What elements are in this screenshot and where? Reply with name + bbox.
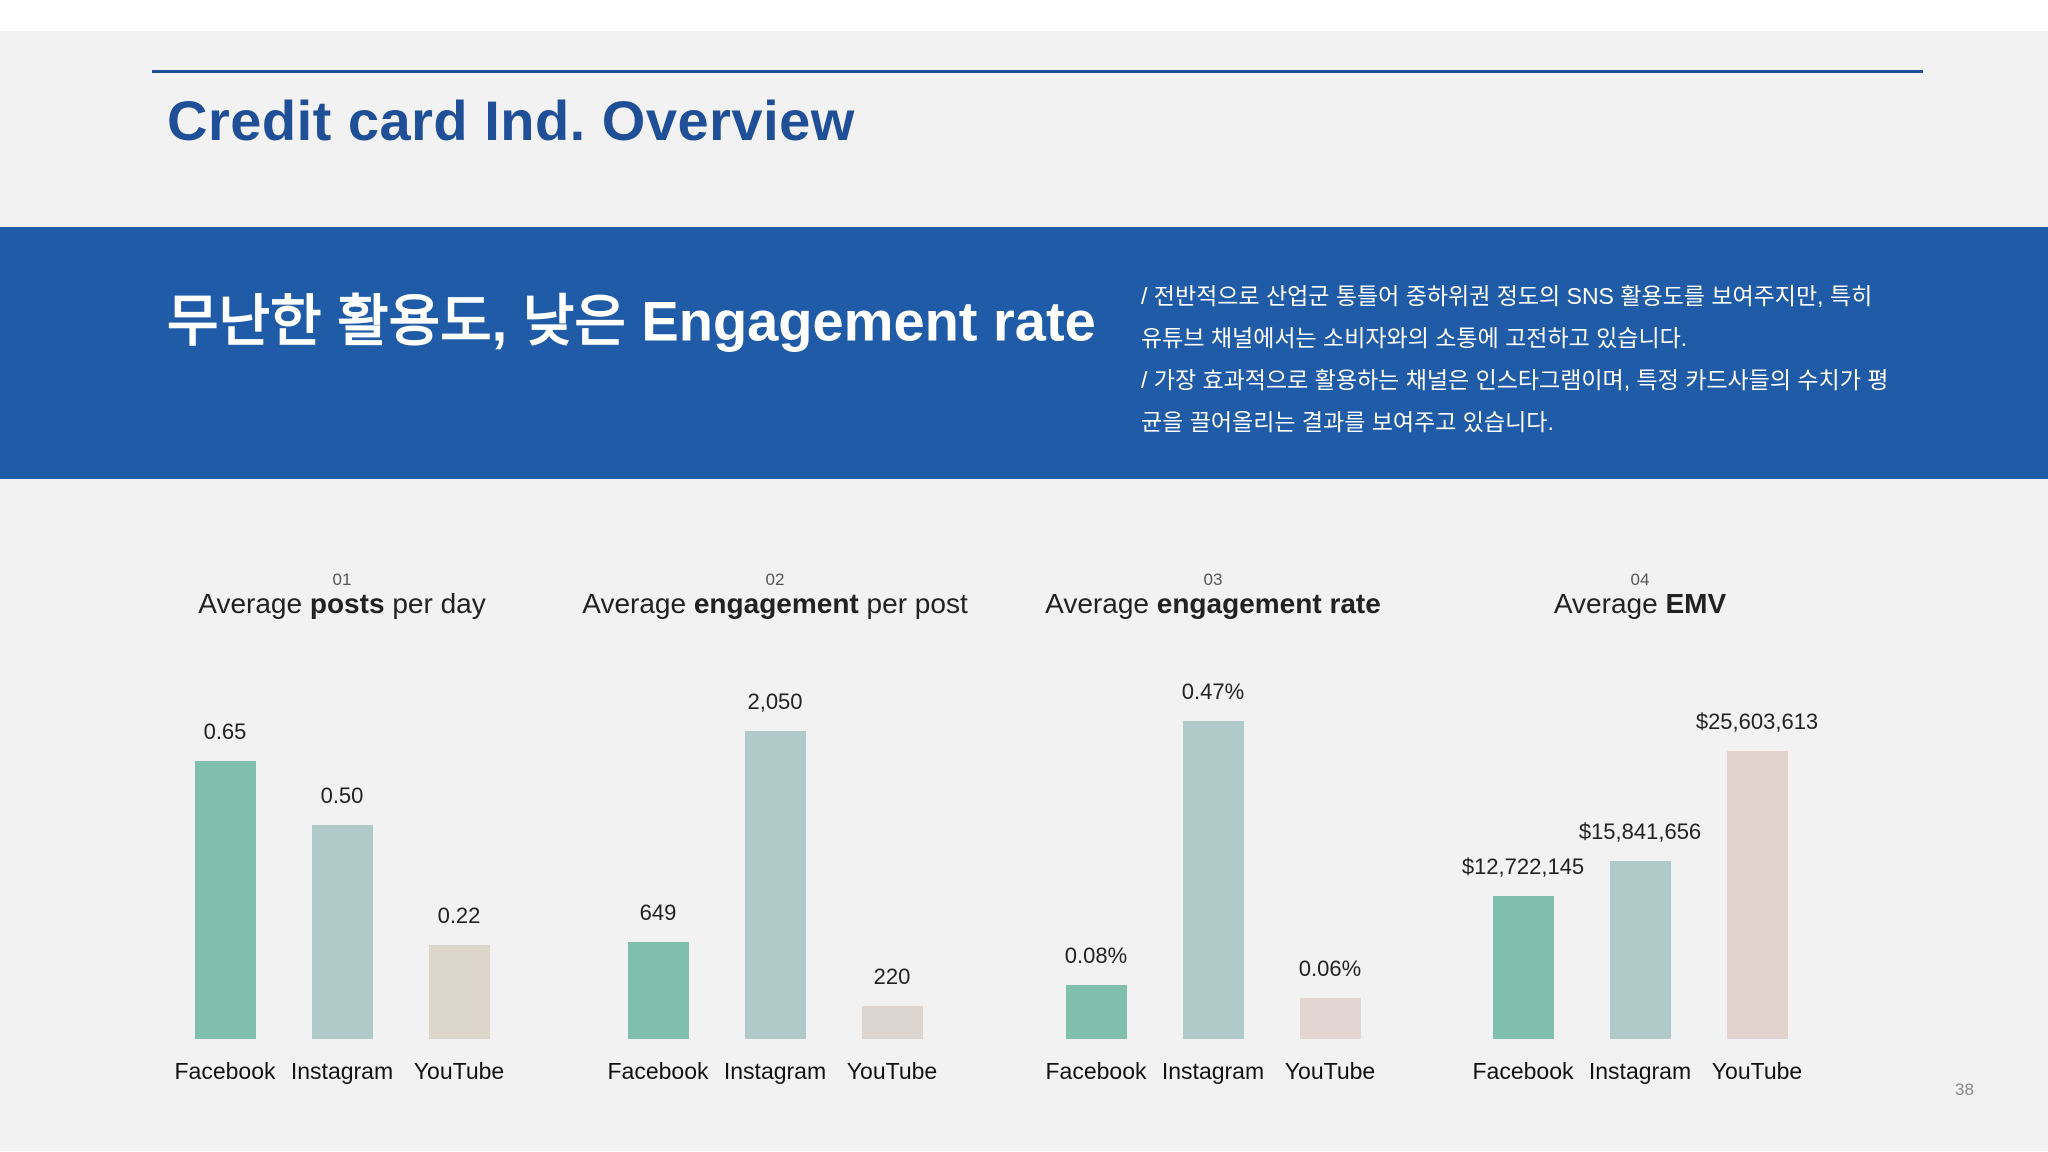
chart-number: 01: [332, 570, 352, 589]
chart-title-part: posts: [309, 588, 385, 619]
chart-title-part: EMV: [1665, 588, 1727, 619]
chart-value-label: 0.22: [437, 903, 481, 928]
chart-bar-youtube: [428, 945, 490, 1039]
chart-bar-instagram: [1182, 721, 1244, 1039]
chart-title-part: Average: [1553, 588, 1666, 619]
chart-number: 03: [1203, 570, 1223, 589]
chart-bar-instagram: [1609, 861, 1671, 1039]
chart-value-label: 0.06%: [1298, 956, 1362, 981]
chart-value-label: 0.08%: [1064, 943, 1128, 968]
chart-title-part: Average: [582, 588, 694, 619]
chart-value-label: 0.65: [203, 719, 247, 744]
banner-description-line: 균을 끌어올리는 결과를 보여주고 있습니다.: [1141, 409, 1554, 435]
chart-value-label: 0.47%: [1181, 679, 1245, 704]
chart-value-label: 649: [639, 900, 677, 925]
chart-category-label: Facebook: [174, 1058, 276, 1084]
chart-category-label: YouTube: [1284, 1058, 1376, 1084]
chart-value-label: $12,722,145: [1461, 854, 1585, 879]
chart-title: Average engagement rate: [1045, 588, 1381, 620]
banner-description-line: 유튜브 채널에서는 소비자와의 소통에 고전하고 있습니다.: [1141, 325, 1688, 351]
chart-title-part: per post: [858, 588, 968, 619]
chart-title-part: Average: [198, 588, 310, 619]
chart-title: Average posts per day: [198, 588, 485, 620]
chart-title-part: per day: [384, 588, 486, 619]
banner-description-line: / 가장 효과적으로 활용하는 채널은 인스타그램이며, 특정 카드사들의 수치…: [1141, 367, 1889, 393]
chart-title-part: Average: [1045, 588, 1157, 619]
page-number: 38: [1955, 1080, 1974, 1099]
chart-bar-facebook: [627, 942, 689, 1039]
chart-category-label: Facebook: [607, 1058, 709, 1084]
banner-headline: 무난한 활용도, 낮은 Engagement rate: [167, 289, 1096, 353]
chart-category-label: Instagram: [1161, 1058, 1265, 1084]
chart-category-label: YouTube: [846, 1058, 938, 1084]
page-title: Credit card Ind. Overview: [167, 89, 855, 152]
chart-bar-youtube: [1726, 751, 1788, 1039]
chart-bar-facebook: [1492, 896, 1554, 1039]
chart-category-label: Instagram: [290, 1058, 394, 1084]
chart-bar-instagram: [311, 825, 373, 1039]
chart-bar-youtube: [861, 1006, 923, 1039]
chart-title: Average EMV: [1554, 588, 1726, 620]
chart-category-label: Facebook: [1045, 1058, 1147, 1084]
chart-bar-youtube: [1299, 998, 1361, 1039]
chart-number: 04: [1630, 570, 1650, 589]
title-divider: [152, 70, 1923, 73]
chart-category-label: YouTube: [1711, 1058, 1803, 1084]
chart-title-part: engagement: [693, 588, 859, 619]
chart-category-label: Instagram: [723, 1058, 827, 1084]
chart-category-label: YouTube: [413, 1058, 505, 1084]
banner-description-line: / 전반적으로 산업군 통틀어 중하위권 정도의 SNS 활용도를 보여주지만,…: [1141, 283, 1873, 309]
chart-category-label: Instagram: [1588, 1058, 1692, 1084]
chart-bar-facebook: [194, 761, 256, 1039]
banner-description: / 전반적으로 산업군 통틀어 중하위권 정도의 SNS 활용도를 보여주지만,…: [1141, 275, 1971, 443]
chart-value-label: $15,841,656: [1578, 819, 1702, 844]
chart-title-part: engagement rate: [1156, 588, 1381, 619]
chart-value-label: 220: [873, 964, 911, 989]
chart-number: 02: [765, 570, 785, 589]
chart-value-label: 2,050: [747, 689, 803, 714]
chart-value-label: 0.50: [320, 783, 364, 808]
chart-category-label: Facebook: [1472, 1058, 1574, 1084]
chart-value-label: $25,603,613: [1695, 709, 1819, 734]
chart-bar-facebook: [1065, 985, 1127, 1039]
chart-title: Average engagement per post: [582, 588, 967, 620]
summary-banner: [0, 227, 2048, 479]
chart-bar-instagram: [744, 731, 806, 1039]
